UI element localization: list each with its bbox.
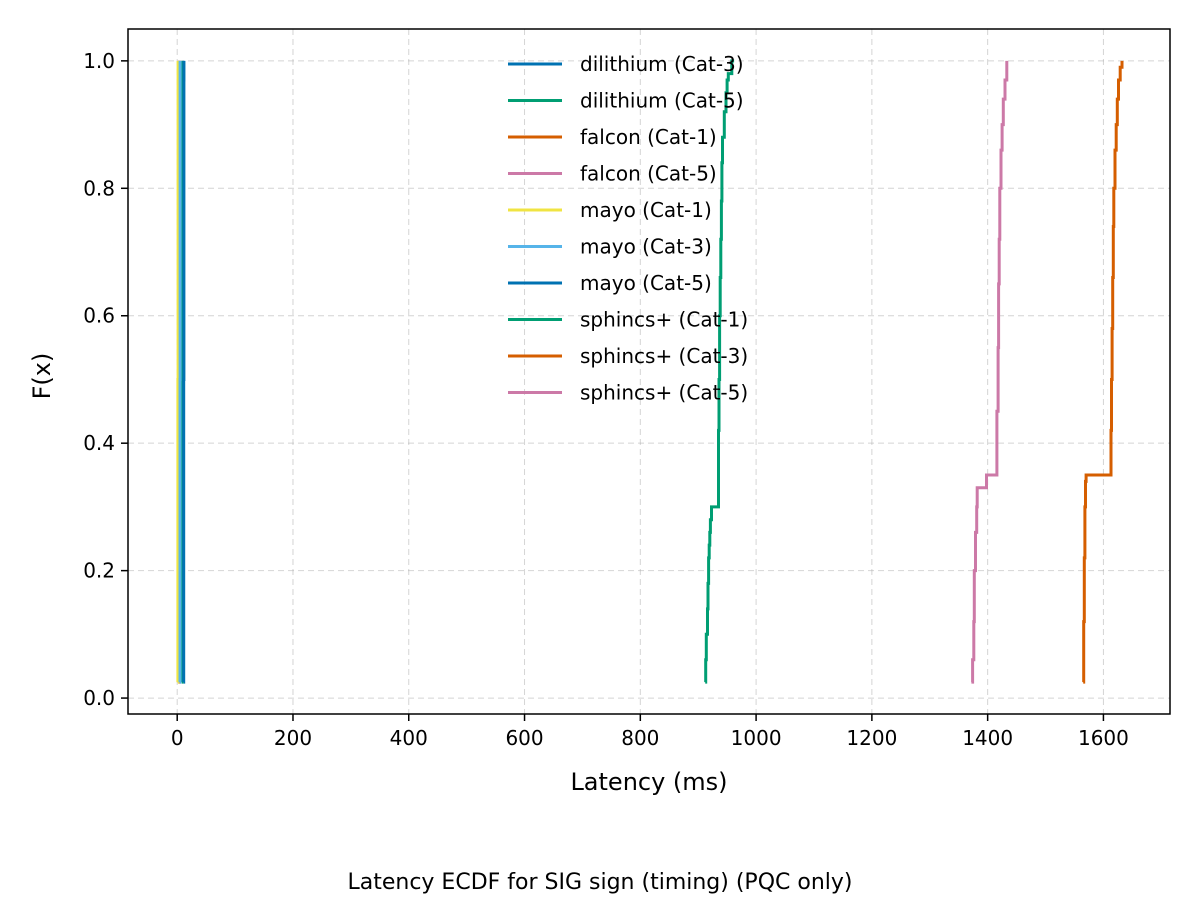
legend-label: sphincs+ (Cat-3): [580, 344, 748, 368]
legend-entry-sphincs-cat-1: sphincs+ (Cat-1): [508, 308, 748, 332]
y-tick-label: 0.2: [83, 559, 115, 583]
x-tick-label: 0: [171, 726, 184, 750]
legend-entry-falcon-cat-1: falcon (Cat-1): [508, 125, 717, 149]
y-tick-label: 0.4: [83, 431, 115, 455]
x-tick-label: 600: [505, 726, 543, 750]
figure-caption: Latency ECDF for SIG sign (timing) (PQC …: [347, 870, 852, 895]
axis-ticks: 0 200 400 600 800 1000 1200 1400 1600 0.0 0.2 0.4 0.…: [83, 49, 1129, 750]
x-tick-label: 1600: [1078, 726, 1129, 750]
legend-label: falcon (Cat-5): [580, 162, 717, 186]
grid-lines: [128, 29, 1170, 714]
legend-entry-sphincs-cat-3: sphincs+ (Cat-3): [508, 344, 748, 368]
x-tick-label: 800: [621, 726, 659, 750]
legend-entry-sphincs-cat-5: sphincs+ (Cat-5): [508, 381, 748, 405]
y-tick-label: 0.8: [83, 176, 115, 200]
legend-label: sphincs+ (Cat-5): [580, 381, 748, 405]
y-tick-label: 0.0: [83, 686, 115, 710]
legend-entry-mayo-cat-5: mayo (Cat-5): [508, 271, 712, 295]
legend-label: dilithium (Cat-5): [580, 89, 744, 113]
legend-label: falcon (Cat-1): [580, 125, 717, 149]
legend-label: mayo (Cat-1): [580, 198, 712, 222]
x-axis-label: Latency (ms): [570, 768, 727, 796]
legend-entry-mayo-cat-1: mayo (Cat-1): [508, 198, 712, 222]
x-tick-label: 1400: [962, 726, 1013, 750]
legend-entry-mayo-cat-3: mayo (Cat-3): [508, 235, 712, 259]
legend-label: mayo (Cat-3): [580, 235, 712, 259]
x-tick-label: 400: [390, 726, 428, 750]
x-tick-label: 1200: [846, 726, 897, 750]
legend-label: mayo (Cat-5): [580, 271, 712, 295]
y-tick-label: 1.0: [83, 49, 115, 73]
series-line-dilithium-cat-5: [180, 60, 184, 684]
legend-entry-dilithium-cat-5: dilithium (Cat-5): [508, 89, 744, 113]
legend-entry-dilithium-cat-3: dilithium (Cat-3): [508, 52, 744, 76]
legend-label: sphincs+ (Cat-1): [580, 308, 748, 332]
x-tick-label: 1000: [731, 726, 782, 750]
legend: dilithium (Cat-3) dilithium (Cat-5) falcon…: [508, 52, 748, 405]
series-line-sphincs-cat-1: [704, 59, 735, 684]
legend-entry-falcon-cat-5: falcon (Cat-5): [508, 162, 717, 186]
series-lines: [176, 59, 1124, 684]
series-line-sphincs-cat-3: [1082, 60, 1124, 684]
plot-frame: [127, 28, 1171, 715]
x-tick-label: 200: [274, 726, 312, 750]
legend-label: dilithium (Cat-3): [580, 52, 744, 76]
y-tick-label: 0.6: [83, 304, 115, 328]
y-axis-label: F(x): [28, 353, 56, 400]
series-line-sphincs-cat-5: [971, 60, 1009, 684]
